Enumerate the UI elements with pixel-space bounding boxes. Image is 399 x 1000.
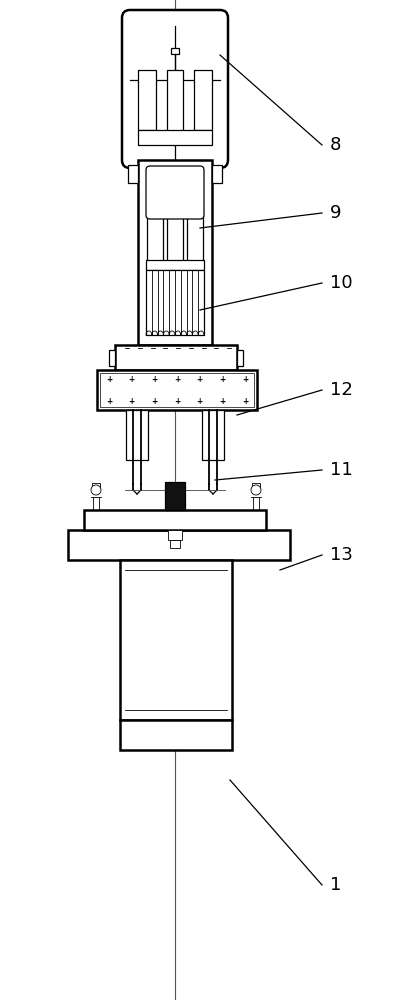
Text: 12: 12 — [330, 381, 353, 399]
Circle shape — [91, 485, 101, 495]
Bar — [92, 483, 100, 490]
Bar — [202, 410, 224, 460]
Text: +: + — [128, 374, 135, 383]
Text: +: + — [197, 374, 203, 383]
Text: 13: 13 — [330, 546, 353, 564]
Bar — [146, 270, 204, 335]
Bar — [138, 70, 156, 130]
Bar — [115, 345, 237, 370]
Text: +: + — [128, 396, 135, 406]
Bar — [147, 215, 163, 265]
Text: 1: 1 — [330, 876, 342, 894]
Bar — [126, 410, 148, 460]
Circle shape — [251, 485, 261, 495]
Text: +: + — [242, 374, 248, 383]
Bar — [84, 510, 266, 530]
Text: 8: 8 — [330, 136, 342, 154]
Bar — [165, 482, 185, 510]
Bar — [167, 215, 183, 265]
Text: +: + — [219, 374, 225, 383]
Text: +: + — [106, 396, 112, 406]
Bar — [146, 260, 204, 270]
FancyBboxPatch shape — [122, 10, 228, 168]
Bar — [237, 350, 243, 366]
Bar — [68, 530, 290, 560]
Text: +: + — [151, 396, 158, 406]
Bar — [138, 160, 212, 345]
Bar — [109, 350, 115, 366]
Bar — [97, 370, 257, 410]
Bar — [128, 165, 138, 183]
Bar — [120, 560, 232, 720]
Text: +: + — [151, 374, 158, 383]
Text: +: + — [106, 374, 112, 383]
Bar — [171, 48, 179, 54]
Text: +: + — [174, 396, 180, 406]
Bar — [187, 215, 203, 265]
Bar — [194, 70, 212, 130]
Bar — [100, 373, 254, 407]
Text: +: + — [174, 374, 180, 383]
Text: 9: 9 — [330, 204, 342, 222]
Text: +: + — [219, 396, 225, 406]
Bar — [170, 540, 180, 548]
Bar — [168, 530, 182, 540]
Text: 11: 11 — [330, 461, 353, 479]
Text: +: + — [197, 396, 203, 406]
Bar — [138, 130, 212, 145]
Bar — [167, 70, 183, 140]
Text: +: + — [242, 396, 248, 406]
Bar — [212, 165, 222, 183]
FancyBboxPatch shape — [146, 166, 204, 219]
Bar — [120, 720, 232, 750]
Text: 10: 10 — [330, 274, 353, 292]
Bar — [252, 483, 260, 490]
